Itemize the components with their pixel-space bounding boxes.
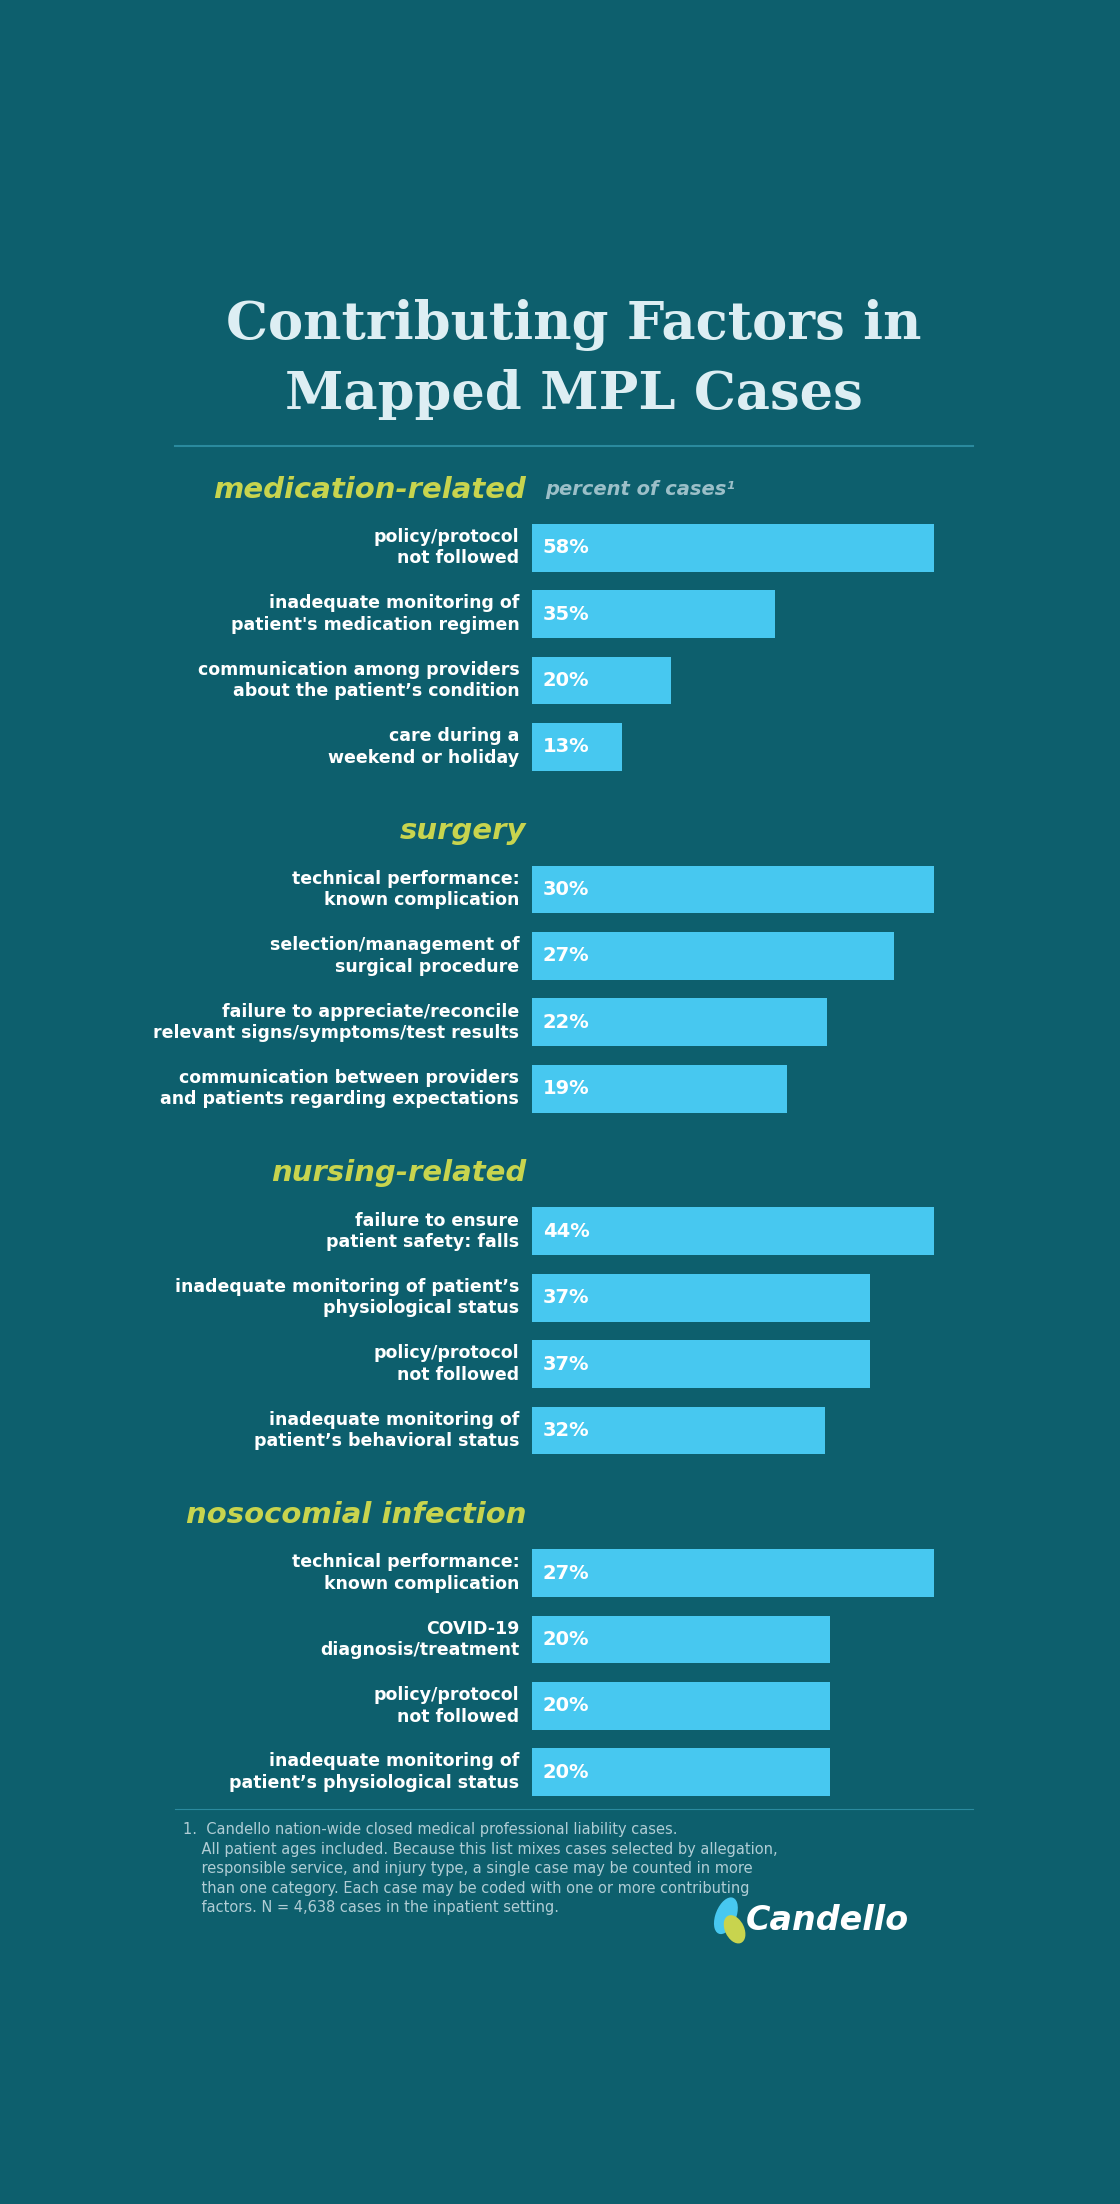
Bar (532, 1748, 830, 1796)
Text: 37%: 37% (543, 1355, 589, 1373)
Text: 30%: 30% (543, 879, 589, 899)
Text: nosocomial infection: nosocomial infection (186, 1501, 526, 1530)
Text: Contributing Factors in
Mapped MPL Cases: Contributing Factors in Mapped MPL Cases (226, 300, 922, 421)
Text: All patient ages included. Because this list mixes cases selected by allegation,: All patient ages included. Because this … (184, 1843, 778, 1858)
Text: policy/protocol
not followed: policy/protocol not followed (374, 1686, 520, 1726)
Text: inadequate monitoring of patient’s
physiological status: inadequate monitoring of patient’s physi… (175, 1278, 520, 1318)
Text: inadequate monitoring of
patient’s physiological status: inadequate monitoring of patient’s physi… (230, 1752, 520, 1792)
Text: surgery: surgery (400, 818, 526, 846)
Text: policy/protocol
not followed: policy/protocol not followed (374, 529, 520, 566)
Bar (532, 1616, 830, 1664)
Bar (532, 591, 775, 637)
Bar (532, 998, 827, 1047)
Text: 20%: 20% (543, 1697, 589, 1715)
Ellipse shape (724, 1915, 746, 1944)
Text: factors. N = 4,638 cases in the inpatient setting.: factors. N = 4,638 cases in the inpatien… (184, 1900, 559, 1915)
Text: communication between providers
and patients regarding expectations: communication between providers and pati… (160, 1069, 520, 1109)
Bar (532, 657, 671, 705)
Text: inadequate monitoring of
patient's medication regimen: inadequate monitoring of patient's medic… (231, 595, 520, 635)
Text: 27%: 27% (543, 1563, 589, 1582)
Text: 32%: 32% (543, 1422, 589, 1439)
Bar (532, 723, 623, 771)
Bar (532, 1549, 934, 1598)
Bar (532, 1340, 870, 1389)
Bar (532, 1682, 830, 1730)
Text: 37%: 37% (543, 1287, 589, 1307)
Text: 13%: 13% (543, 738, 589, 756)
Text: COVID-19
diagnosis/treatment: COVID-19 diagnosis/treatment (320, 1620, 520, 1660)
Text: failure to ensure
patient safety: falls: failure to ensure patient safety: falls (326, 1212, 520, 1252)
Text: responsible service, and injury type, a single case may be counted in more: responsible service, and injury type, a … (184, 1862, 753, 1876)
Text: failure to appreciate/reconcile
relevant signs/symptoms/test results: failure to appreciate/reconcile relevant… (153, 1003, 520, 1042)
Text: policy/protocol
not followed: policy/protocol not followed (374, 1344, 520, 1384)
Text: care during a
weekend or holiday: care during a weekend or holiday (328, 727, 520, 767)
Text: than one category. Each case may be coded with one or more contributing: than one category. Each case may be code… (184, 1880, 750, 1895)
Text: technical performance:
known complication: technical performance: known complicatio… (291, 1554, 520, 1593)
Text: 27%: 27% (543, 946, 589, 965)
Bar (532, 1406, 824, 1455)
Text: 20%: 20% (543, 1631, 589, 1649)
Text: 20%: 20% (543, 670, 589, 690)
Bar (532, 932, 894, 981)
Text: 22%: 22% (543, 1014, 589, 1031)
Bar (532, 866, 934, 912)
Ellipse shape (713, 1898, 738, 1935)
Text: 19%: 19% (543, 1080, 589, 1098)
Text: 20%: 20% (543, 1763, 589, 1781)
Bar (532, 525, 934, 571)
Text: nursing-related: nursing-related (271, 1159, 526, 1188)
Text: 35%: 35% (543, 604, 589, 624)
Text: percent of cases¹: percent of cases¹ (545, 480, 735, 498)
Bar (532, 1208, 934, 1256)
Text: medication-related: medication-related (214, 476, 526, 505)
Text: communication among providers
about the patient’s condition: communication among providers about the … (197, 661, 520, 701)
Text: 58%: 58% (543, 538, 589, 558)
Text: 1.  Candello nation-wide closed medical professional liability cases.: 1. Candello nation-wide closed medical p… (184, 1823, 678, 1838)
Bar (532, 1065, 787, 1113)
Text: selection/management of
surgical procedure: selection/management of surgical procedu… (270, 937, 520, 976)
Text: technical performance:
known complication: technical performance: known complicatio… (291, 871, 520, 910)
Bar (532, 1274, 870, 1322)
Text: Candello: Candello (746, 1904, 909, 1937)
Text: inadequate monitoring of
patient’s behavioral status: inadequate monitoring of patient’s behav… (254, 1411, 520, 1450)
Text: 44%: 44% (543, 1221, 589, 1241)
